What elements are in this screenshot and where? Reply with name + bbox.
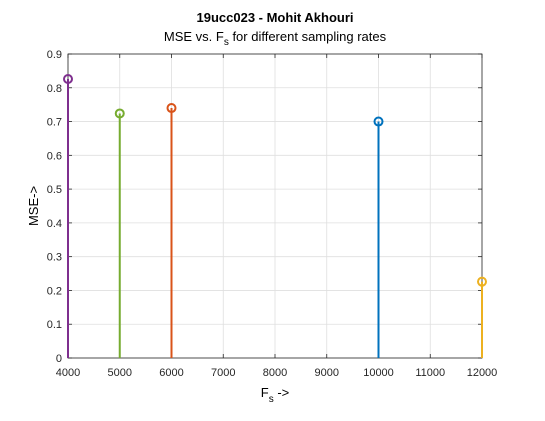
stem-marker: [373, 116, 384, 127]
y-tick-label: 0.1: [47, 319, 62, 331]
axis-ticks: 4000 5000 6000 7000 8000 9000 10000 11000 12000 0…: [47, 49, 498, 379]
chart-title: 19ucc023 - Mohit Akhouri: [197, 10, 354, 25]
x-tick-label: 4000: [56, 367, 80, 379]
xlabel-subscript: s: [269, 394, 274, 405]
x-tick-label: 10000: [363, 367, 394, 379]
x-tick-label: 8000: [263, 367, 287, 379]
subtitle-suffix: for different sampling rates: [229, 29, 387, 44]
chart-subtitle: MSE vs. Fs for different sampling rates: [164, 29, 387, 48]
y-tick-label: 0: [56, 353, 62, 365]
stem-marker: [477, 276, 487, 287]
data-stems: [63, 73, 487, 358]
y-axis-label: MSE->: [26, 186, 41, 226]
x-tick-label: 12000: [467, 367, 498, 379]
x-tick-label: 11000: [415, 367, 445, 379]
stem-marker: [114, 108, 125, 119]
x-tick-label: 7000: [211, 367, 235, 379]
y-tick-label: 0.4: [47, 218, 62, 230]
subtitle-prefix: MSE vs. F: [164, 29, 224, 44]
stem-marker: [166, 103, 177, 114]
xlabel-main: F: [261, 385, 269, 400]
x-tick-label: 9000: [315, 367, 339, 379]
y-tick-label: 0.5: [47, 184, 62, 196]
y-tick-label: 0.8: [47, 83, 62, 95]
x-tick-label: 6000: [159, 367, 183, 379]
subtitle-subscript: s: [224, 37, 229, 48]
y-tick-label: 0.3: [47, 252, 62, 264]
y-tick-label: 0.9: [47, 49, 62, 61]
xlabel-suffix: ->: [274, 385, 290, 400]
x-tick-label: 5000: [108, 367, 132, 379]
y-tick-label: 0.2: [47, 285, 62, 297]
x-axis-label: Fs ->: [261, 385, 290, 405]
y-tick-label: 0.6: [47, 150, 62, 162]
grid-lines: [67, 53, 483, 359]
y-tick-label: 0.7: [47, 117, 62, 129]
stem-marker: [63, 73, 73, 84]
